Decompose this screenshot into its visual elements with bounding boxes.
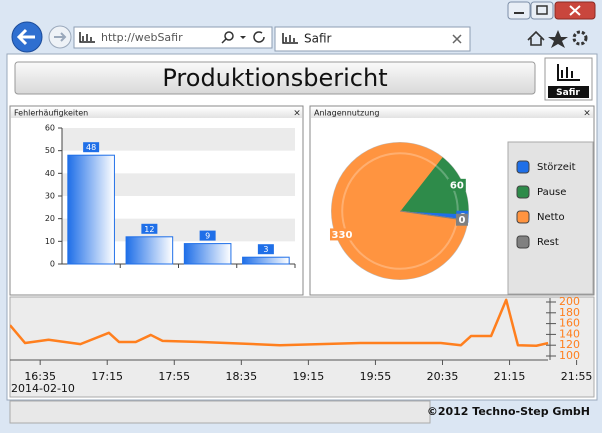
home-icon[interactable] <box>527 30 545 46</box>
y-tick-label: 0 <box>50 260 55 269</box>
slice-label: 0 <box>458 215 465 226</box>
line-panel <box>9 296 595 398</box>
tab-title: Safir <box>304 32 332 46</box>
x-tick-label: 19:15 <box>293 370 325 383</box>
y-tick-label: 30 <box>45 192 55 201</box>
x-tick-label: 18:35 <box>225 370 257 383</box>
bar <box>242 256 290 265</box>
slice-label-box <box>329 228 354 241</box>
logo-icon <box>557 64 580 81</box>
bar <box>67 154 115 265</box>
bar <box>183 243 232 265</box>
x-tick-label: 16:35 <box>24 370 56 383</box>
search-icon-handle <box>221 38 227 44</box>
grid-band <box>62 218 295 242</box>
legend-swatch <box>516 235 530 249</box>
legend-label: Störzeit <box>537 162 576 173</box>
bar-panel-titlebar <box>11 107 302 118</box>
y-tick-label: 60 <box>45 124 55 133</box>
minimize-button[interactable] <box>507 1 531 20</box>
slice-label-box <box>447 178 466 191</box>
x-tick-label: 20:35 <box>427 370 459 383</box>
y2-tick-label: 200 <box>559 295 580 308</box>
grid-band <box>62 173 295 196</box>
close-icon <box>569 5 581 16</box>
grid-band <box>62 128 295 151</box>
y2-tick-label: 100 <box>559 349 580 362</box>
x-tick-label: 19:55 <box>360 370 392 383</box>
x-tick-label: 21:55 <box>561 370 593 383</box>
tab-icon <box>282 33 298 44</box>
date-label: 2014-02-10 <box>11 382 75 395</box>
value-label-box <box>199 230 216 241</box>
page-title: Produktionsbericht <box>162 64 387 92</box>
value-label-box <box>83 142 100 153</box>
value-label: 9 <box>205 232 210 241</box>
bar <box>125 236 174 265</box>
y2-tick-label: 140 <box>559 327 580 340</box>
maximize-icon <box>536 5 548 15</box>
url: http://webSafir <box>101 31 183 44</box>
legend-label: Netto <box>537 212 565 223</box>
settings-icon[interactable] <box>572 30 588 46</box>
slice-label: 330 <box>332 230 353 241</box>
x-tick-label: 17:55 <box>158 370 190 383</box>
refresh-icon[interactable] <box>253 31 265 43</box>
header-box <box>14 61 536 95</box>
y-tick-label: 50 <box>45 146 55 155</box>
y2-tick-label: 160 <box>559 317 580 330</box>
legend-swatch <box>516 210 530 224</box>
y-tick-label: 10 <box>45 237 55 246</box>
series-line <box>10 298 549 347</box>
status-bar <box>9 400 431 424</box>
value-label: 12 <box>144 225 154 234</box>
y2-tick-label: 120 <box>559 338 580 351</box>
tab-close[interactable] <box>452 34 462 44</box>
maximize-button[interactable] <box>530 1 554 20</box>
legend-swatch <box>516 160 530 174</box>
pie-panel-title: Anlagennutzung <box>314 109 379 118</box>
back-icon <box>16 28 35 46</box>
x-tick-label: 21:15 <box>494 370 526 383</box>
y-tick-label: 40 <box>45 169 55 178</box>
dropdown-icon[interactable] <box>240 36 246 39</box>
pie-panel-titlebar <box>311 107 593 118</box>
search-icon[interactable] <box>224 31 234 41</box>
tab[interactable] <box>274 26 471 52</box>
favorites-icon[interactable] <box>548 30 568 48</box>
y-tick-label: 20 <box>45 214 55 223</box>
logo-text: Safir <box>556 88 580 98</box>
slice-label: 60 <box>450 180 464 191</box>
legend-label: Rest <box>537 237 559 248</box>
copyright: ©2012 Techno-Step GmbH <box>427 405 590 418</box>
bar-panel-title: Fehlerhäufigkeiten <box>14 109 88 118</box>
forward-icon <box>54 32 67 42</box>
legend-label: Pause <box>537 187 566 198</box>
site-icon <box>79 32 95 43</box>
value-label-box <box>257 244 274 255</box>
x-tick-label: 17:15 <box>91 370 123 383</box>
value-label: 3 <box>263 245 268 254</box>
logo-strip <box>548 86 589 98</box>
panel-close[interactable]: × <box>293 109 301 119</box>
y2-tick-label: 180 <box>559 306 580 319</box>
value-label: 48 <box>86 143 96 152</box>
legend-swatch <box>516 185 530 199</box>
panel-close[interactable]: × <box>583 109 591 119</box>
slice-label-box <box>455 213 468 226</box>
value-label-box <box>141 223 158 234</box>
